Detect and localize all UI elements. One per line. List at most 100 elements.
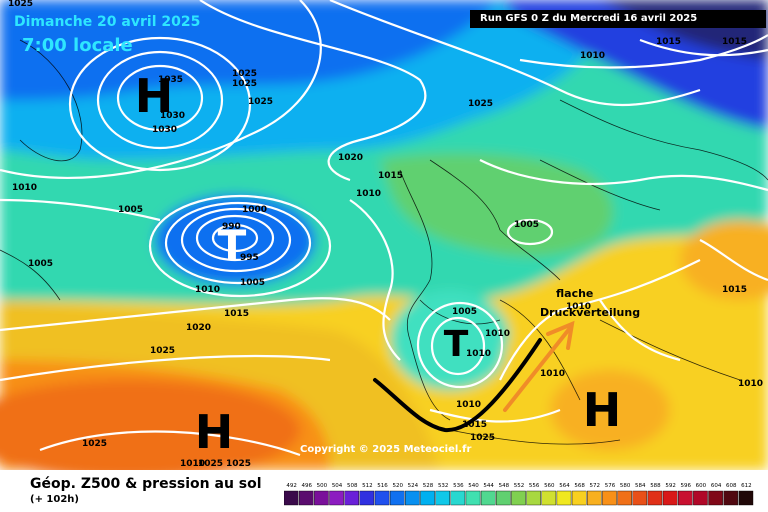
legend-swatch bbox=[420, 490, 435, 506]
isobars bbox=[0, 0, 768, 455]
legend-swatch bbox=[344, 490, 360, 506]
isobar-label: 1010 bbox=[180, 459, 205, 469]
low-pressure-marker: T bbox=[444, 324, 469, 365]
legend-value: 580 bbox=[620, 483, 631, 489]
legend-value: 536 bbox=[453, 483, 464, 489]
isobar-label: 1010 bbox=[12, 183, 37, 193]
high-pressure-marker: H bbox=[195, 405, 234, 459]
copyright: Copyright © 2025 Meteociel.fr bbox=[300, 444, 472, 455]
isobar-label: 1010 bbox=[738, 379, 763, 389]
legend-swatch bbox=[587, 490, 602, 506]
legend-swatch bbox=[511, 490, 526, 506]
isobar-label: 1025 bbox=[232, 69, 257, 79]
forecast-time: 7:00 locale bbox=[22, 35, 133, 56]
legend-swatch bbox=[571, 490, 587, 506]
isobar-label: 1025 bbox=[198, 459, 223, 469]
legend-swatch bbox=[647, 490, 663, 506]
isobar-label: 1010 bbox=[456, 400, 481, 410]
legend-value: 516 bbox=[377, 483, 388, 489]
legend-value: 500 bbox=[317, 483, 328, 489]
isobar-label: 1025 bbox=[470, 433, 495, 443]
isobar-label: 1025 bbox=[248, 97, 273, 107]
trough-line bbox=[373, 338, 542, 433]
isobar-label: 1010 bbox=[485, 329, 510, 339]
isobar-label: 1030 bbox=[160, 111, 185, 121]
isobar-label: 1005 bbox=[514, 220, 539, 230]
isobar-label: 1005 bbox=[240, 278, 265, 288]
legend-swatch bbox=[602, 490, 617, 506]
legend-value: 592 bbox=[665, 483, 676, 489]
legend-swatch bbox=[450, 490, 466, 506]
isobar-label: 1015 bbox=[722, 37, 747, 47]
legend-value: 576 bbox=[605, 483, 616, 489]
isobar-label: 1025 bbox=[150, 346, 175, 356]
isobar-label: 1015 bbox=[656, 37, 681, 47]
legend-swatch bbox=[526, 490, 541, 506]
legend-value: 508 bbox=[347, 483, 358, 489]
isobar-label: 1025 bbox=[232, 79, 257, 89]
legend-value: 568 bbox=[574, 483, 585, 489]
isobar-label: 1015 bbox=[722, 285, 747, 295]
forecast-date: Dimanche 20 avril 2025 bbox=[14, 14, 201, 30]
legend-value: 612 bbox=[741, 483, 752, 489]
legend-swatch bbox=[708, 490, 723, 506]
high-pressure-marker: H bbox=[583, 383, 622, 437]
legend-value: 600 bbox=[696, 483, 707, 489]
legend-value: 492 bbox=[286, 483, 297, 489]
legend-swatch bbox=[359, 490, 375, 506]
legend-value: 548 bbox=[499, 483, 510, 489]
annotation-line-2: Druckverteilung bbox=[540, 306, 641, 319]
legend-swatch bbox=[632, 490, 648, 506]
legend-swatch bbox=[435, 490, 450, 506]
legend-value: 524 bbox=[408, 483, 419, 489]
legend-swatch bbox=[374, 490, 390, 506]
legend-value: 496 bbox=[301, 483, 312, 489]
map-title: Géop. Z500 & pression au sol bbox=[30, 476, 262, 492]
legend-value: 604 bbox=[711, 483, 722, 489]
forecast-hour: (+ 102h) bbox=[30, 494, 79, 505]
isobar-label: 995 bbox=[240, 253, 259, 263]
legend-value: 512 bbox=[362, 483, 373, 489]
isobar-label: 1010 bbox=[195, 285, 220, 295]
legend-value: 564 bbox=[559, 483, 570, 489]
legend-value: 540 bbox=[468, 483, 479, 489]
legend-swatch bbox=[723, 490, 739, 506]
isobar-label: 1005 bbox=[118, 205, 143, 215]
legend-swatch bbox=[314, 490, 329, 506]
isobar-label: 1035 bbox=[158, 75, 183, 85]
legend-swatch bbox=[677, 490, 693, 506]
isobar-label: 1025 bbox=[226, 459, 251, 469]
isobar-label: 1015 bbox=[462, 420, 487, 430]
isobar-label: 1025 bbox=[82, 439, 107, 449]
isobar-label: 1020 bbox=[338, 153, 363, 163]
isobar-label: 1010 bbox=[466, 349, 491, 359]
legend-swatch bbox=[617, 490, 632, 506]
legend-swatch bbox=[405, 490, 420, 506]
legend-swatch bbox=[556, 490, 572, 506]
legend-swatch bbox=[480, 490, 496, 506]
isobar-label: 1010 bbox=[356, 189, 381, 199]
coastlines bbox=[0, 39, 768, 445]
legend-swatch bbox=[738, 490, 754, 506]
legend-value: 572 bbox=[590, 483, 601, 489]
legend-swatch bbox=[662, 490, 678, 506]
isobar-label: 1005 bbox=[28, 259, 53, 269]
legend-value: 556 bbox=[529, 483, 540, 489]
isobar-label: 1015 bbox=[378, 171, 403, 181]
legend-swatch bbox=[541, 490, 557, 506]
isobar-label: 990 bbox=[222, 222, 241, 232]
annotation-line-1: flache bbox=[556, 287, 594, 300]
isobar-label: 1025 bbox=[468, 99, 493, 109]
legend-swatch bbox=[496, 490, 511, 506]
legend-value: 608 bbox=[726, 483, 737, 489]
isobar-label: 1000 bbox=[242, 205, 267, 215]
legend-value: 552 bbox=[514, 483, 525, 489]
isobar-label: 1015 bbox=[224, 309, 249, 319]
legend-value: 532 bbox=[438, 483, 449, 489]
annotation-arrow bbox=[503, 320, 575, 412]
legend-swatch bbox=[284, 490, 299, 506]
legend-swatch bbox=[693, 490, 708, 506]
